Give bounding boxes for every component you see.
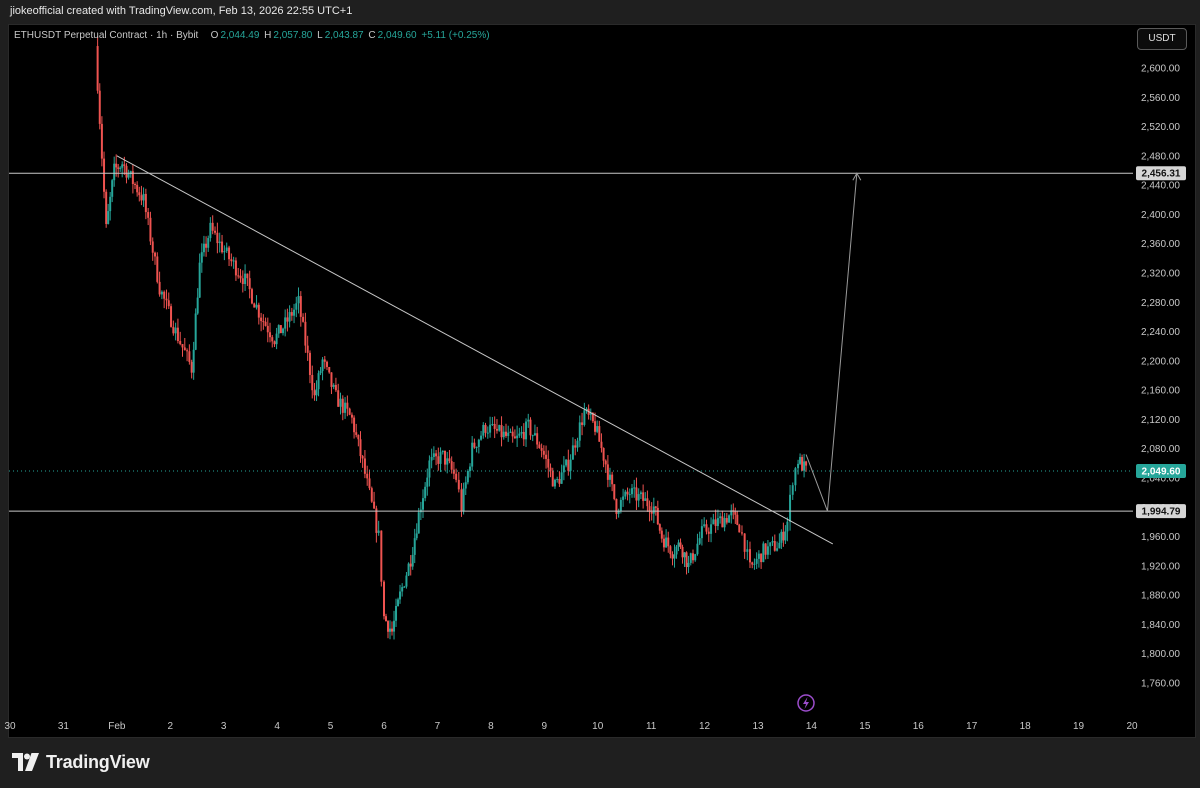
- chart-area[interactable]: [8, 24, 1196, 738]
- low-value: 2,043.87: [324, 30, 364, 41]
- symbol-label[interactable]: ETHUSDT Perpetual Contract · 1h · Bybit: [14, 30, 199, 41]
- currency-button[interactable]: USDT: [1137, 28, 1187, 50]
- top-bar: jiokeofficial created with TradingView.c…: [0, 0, 1200, 24]
- open-value: 2,044.49: [220, 30, 260, 41]
- close-label: C: [368, 30, 376, 41]
- tradingview-brand[interactable]: TradingView: [12, 751, 150, 773]
- brand-name: TradingView: [46, 751, 150, 772]
- high-value: 2,057.80: [273, 30, 313, 41]
- tradingview-logo-icon: [12, 753, 39, 771]
- open-label: O: [210, 30, 219, 41]
- low-label: L: [317, 30, 323, 41]
- high-label: H: [264, 30, 272, 41]
- change-value: +5.11 (+0.25%): [421, 30, 490, 41]
- close-value: 2,049.60: [377, 30, 417, 41]
- author-credit: jiokeofficial created with TradingView.c…: [10, 5, 353, 17]
- symbol-legend[interactable]: ETHUSDT Perpetual Contract · 1h · Bybit …: [14, 30, 492, 41]
